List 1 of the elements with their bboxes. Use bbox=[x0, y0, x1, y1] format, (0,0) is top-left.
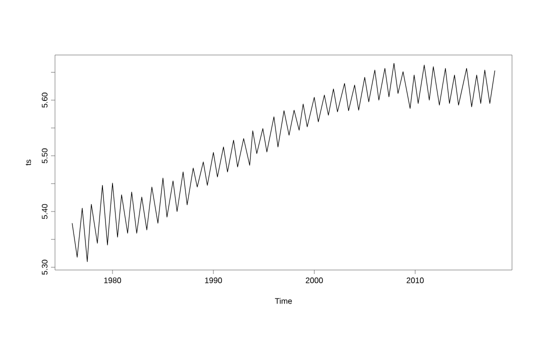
line-series bbox=[72, 63, 496, 262]
